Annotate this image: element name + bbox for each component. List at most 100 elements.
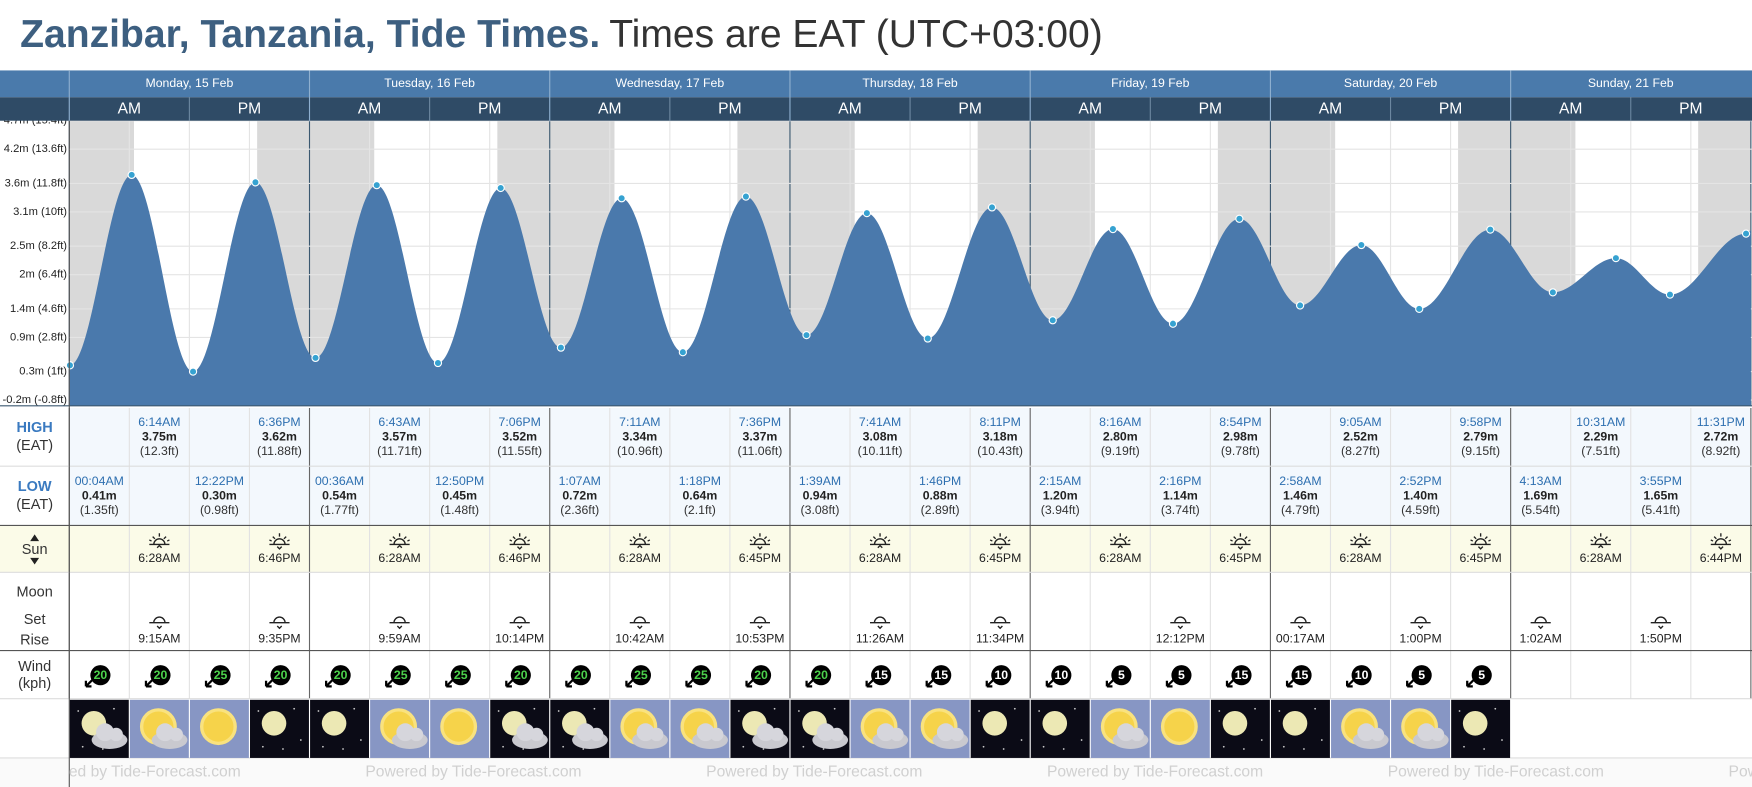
star: [582, 748, 585, 750]
star: [113, 707, 115, 710]
star: [802, 745, 805, 748]
wind-arrow: [445, 678, 454, 688]
tide-height-ft: (1.35ft): [80, 503, 119, 517]
wind-arrow: [865, 678, 875, 688]
cloud: [1130, 727, 1144, 742]
moon-arc: [629, 616, 650, 630]
wind-speed: 25: [394, 668, 408, 682]
tide-point: [1415, 304, 1424, 314]
tide-time: 6:36PM: [258, 415, 300, 429]
sun-arc: [749, 533, 771, 546]
ampm-label: PM: [1199, 101, 1222, 118]
sun-label: Sun: [22, 542, 48, 558]
footer-text: Powered by Tide-Forecast.com: [25, 764, 241, 781]
moon-time: 11:26AM: [856, 632, 904, 646]
wind-circle: [570, 665, 591, 686]
tide-point: [802, 330, 811, 340]
wind-speed: 20: [754, 668, 768, 682]
cloud: [1370, 727, 1385, 742]
tide-point: [496, 183, 505, 193]
tide-point: [556, 343, 566, 352]
wind-speed: 20: [94, 668, 108, 682]
star: [257, 710, 260, 712]
sun-time: 6:28AM: [619, 551, 661, 565]
star: [77, 710, 80, 712]
tide-point: [987, 203, 997, 212]
star: [317, 710, 320, 712]
star: [982, 745, 985, 748]
star: [342, 748, 344, 750]
y-tick-label: 2.5m (8.2ft): [10, 240, 67, 252]
wind-circle: [931, 665, 952, 686]
tide-height-ft: (11.88ft): [257, 444, 302, 458]
wind-circle: [750, 665, 772, 686]
tide-height: 2.79m: [1463, 429, 1498, 443]
kph-label: (kph): [18, 676, 51, 692]
star: [1020, 739, 1023, 741]
wind-label: Wind: [18, 659, 51, 675]
ampm-label: AM: [1079, 101, 1102, 118]
footer-text: Powered by Tide-Forecast.com: [1729, 764, 1752, 781]
moon-icon: [869, 616, 891, 630]
wind-arrow: [204, 678, 214, 688]
sun-arrow: [1357, 544, 1364, 549]
star: [798, 710, 800, 712]
wind-arrow: [505, 678, 514, 688]
sun-arrow: [396, 544, 403, 549]
wind-speed: 25: [454, 668, 468, 682]
star: [1073, 707, 1076, 710]
wind-circle: [690, 665, 712, 686]
tide-point: [127, 170, 136, 180]
cloud: [396, 723, 415, 742]
day-label: Monday, 15 Feb: [145, 76, 233, 90]
tide-time: 12:50PM: [435, 474, 484, 488]
wind-arrow: [1406, 678, 1415, 688]
tide-height: 2.98m: [1223, 429, 1258, 443]
moon-icon: [509, 616, 530, 630]
sun-time: 6:45PM: [1219, 551, 1261, 565]
star: [322, 745, 324, 748]
moon-time: 00:17AM: [1276, 632, 1325, 646]
cloud: [409, 727, 424, 742]
tide-time: 1:07AM: [559, 474, 601, 488]
sunrise-icon: [1350, 533, 1371, 549]
sun-time: 6:45PM: [979, 551, 1021, 565]
star: [1218, 710, 1221, 712]
cloud: [650, 727, 664, 742]
moon-time: 10:42AM: [615, 632, 664, 646]
wind-arrow: [625, 678, 634, 688]
tide-height-ft: (12.3ft): [140, 444, 179, 458]
sun-arrow: [156, 544, 163, 549]
sun-arrow: [516, 546, 523, 550]
tide-height: 0.41m: [82, 489, 117, 503]
tide-height: 2.52m: [1343, 429, 1378, 443]
ampm-label: PM: [718, 101, 741, 118]
moon-arc: [1170, 616, 1191, 630]
tide-point: [1611, 253, 1621, 263]
tide-height-ft: (11.06ft): [738, 444, 783, 458]
moon: [321, 710, 347, 736]
sunrise-icon: [1109, 533, 1131, 549]
high-label: HIGH: [16, 420, 52, 436]
ampm-label: PM: [1439, 101, 1462, 118]
star: [737, 710, 740, 712]
sun-arrow: [1598, 544, 1604, 549]
tide-time: 1:46PM: [919, 474, 961, 488]
tide-height: 3.34m: [622, 429, 657, 443]
wind-speed: 5: [1178, 668, 1185, 682]
wind-arrow: [264, 678, 274, 688]
cloud: [1117, 723, 1135, 742]
star: [1278, 710, 1281, 712]
sun-arrow: [1117, 544, 1123, 549]
wind-arrow: [325, 678, 334, 688]
tide-point: [1168, 319, 1178, 328]
wind-speed: 5: [1118, 668, 1125, 682]
moon-time: 9:15AM: [138, 632, 180, 646]
moon-icon: [149, 616, 170, 630]
tide-height-ft: (10.43ft): [977, 444, 1023, 458]
tide-time: 9:58PM: [1459, 415, 1501, 429]
moon: [982, 710, 1008, 736]
wind-speed: 10: [1355, 668, 1369, 682]
cloud: [890, 727, 904, 742]
